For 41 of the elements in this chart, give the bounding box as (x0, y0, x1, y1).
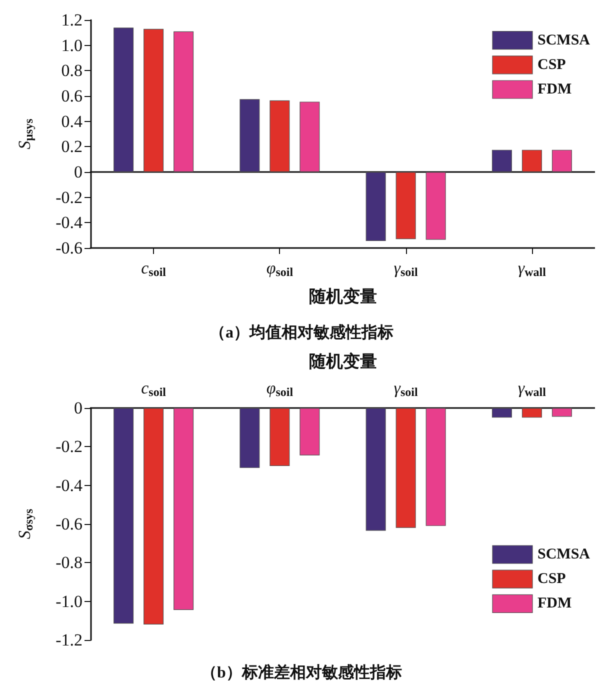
legend-label: SCMSA (537, 546, 590, 562)
y-axis-title: Sμsys (15, 118, 36, 150)
bar (366, 172, 386, 242)
bar (426, 172, 446, 240)
y-tick-label: 0.6 (61, 86, 82, 106)
y-tick-label: -0.2 (56, 437, 82, 456)
bar (552, 150, 572, 172)
legend-label: CSP (537, 56, 566, 73)
bar (240, 99, 260, 172)
y-tick-label: -0.6 (56, 514, 82, 534)
legend-label: FDM (537, 596, 572, 612)
y-tick-label: 0.4 (61, 112, 83, 131)
y-tick-label: 1.0 (61, 36, 82, 55)
y-tick-label: -0.6 (56, 238, 82, 258)
legend-label: SCMSA (537, 32, 590, 48)
y-tick-label: -0.2 (56, 188, 82, 207)
y-tick-label: -0.4 (56, 476, 83, 495)
bar (270, 100, 290, 172)
y-tick-label: 0.2 (61, 137, 82, 156)
y-axis-title: Sσsys (15, 508, 36, 540)
x-axis-title: 随机变量 (308, 287, 377, 306)
bar (396, 172, 416, 240)
legend-label: CSP (537, 571, 566, 588)
bar (144, 28, 164, 172)
y-tick-label: 0 (74, 398, 82, 418)
bar (114, 28, 134, 172)
y-tick-label: -1.2 (56, 630, 82, 650)
bar (174, 31, 194, 172)
y-tick-label: -1.0 (56, 592, 82, 611)
x-axis-title: 随机变量 (308, 352, 377, 371)
bar (522, 150, 542, 172)
bar (492, 150, 512, 172)
bar (300, 102, 320, 172)
y-tick-label: 1.2 (61, 10, 82, 30)
y-tick-label: -0.4 (56, 213, 83, 232)
text: （b）标准差相对敏感性指标 (201, 664, 402, 682)
y-tick-label: 0 (74, 162, 82, 182)
y-tick-label: 0.8 (61, 61, 82, 80)
legend-label: FDM (537, 82, 572, 98)
y-tick-label: -0.8 (56, 553, 82, 572)
text: （a）均值相对敏感性指标 (210, 324, 394, 342)
